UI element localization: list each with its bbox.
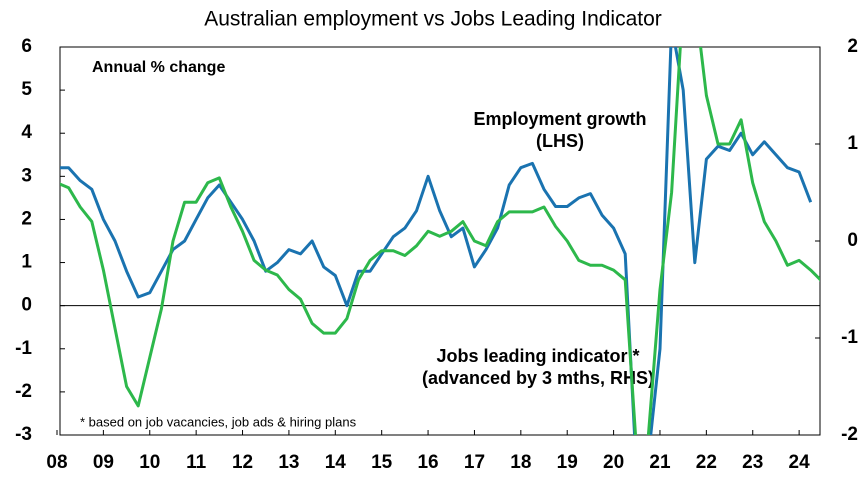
y2-tick-label: -1 [841, 327, 858, 348]
annotation: (advanced by 3 mths, RHS) [422, 368, 654, 388]
y-tick-label: 5 [21, 79, 32, 100]
x-tick-label: 12 [232, 452, 253, 473]
series-line [60, 47, 813, 435]
annotation: (LHS) [536, 131, 584, 151]
x-tick-label: 14 [325, 452, 347, 473]
x-tick-label: 20 [603, 452, 624, 473]
x-tick-label: 11 [186, 452, 207, 473]
annotation: Jobs leading indicator * [436, 346, 639, 366]
x-tick-label: 17 [464, 452, 485, 473]
x-tick-label: 15 [371, 452, 393, 473]
y-tick-label: 4 [21, 122, 32, 143]
x-tick-label: 08 [46, 452, 67, 473]
y2-tick-label: 2 [847, 36, 858, 57]
x-tick-label: 10 [139, 452, 160, 473]
y-tick-label: 1 [21, 252, 32, 273]
y2-tick-label: -2 [841, 424, 858, 445]
y2-tick-label: 1 [847, 133, 858, 154]
x-tick-label: 18 [510, 452, 531, 473]
x-tick-label: 13 [278, 452, 299, 473]
x-tick-label: 09 [93, 452, 114, 473]
y-tick-label: -3 [15, 424, 32, 445]
x-tick-label: 19 [557, 452, 578, 473]
x-tick-label: 16 [417, 452, 438, 473]
footnote: * based on job vacancies, job ads & hiri… [80, 414, 357, 429]
y-tick-label: 3 [21, 165, 32, 186]
y-tick-label: 2 [21, 208, 32, 229]
series-line [60, 47, 820, 435]
y-tick-label: -2 [15, 381, 32, 402]
y-axis-label: Annual % change [92, 59, 225, 76]
x-tick-label: 23 [742, 452, 763, 473]
y-tick-label: -1 [15, 338, 32, 359]
y-tick-label: 0 [21, 295, 32, 316]
y-tick-label: 6 [21, 36, 32, 57]
chart-title: Australian employment vs Jobs Leading In… [204, 8, 662, 31]
annotation: Employment growth [473, 109, 646, 129]
x-tick-label: 24 [789, 452, 811, 473]
x-tick-label: 21 [649, 452, 671, 473]
x-tick-label: 22 [696, 452, 717, 473]
y2-tick-label: 0 [847, 230, 858, 251]
plot-area [60, 47, 820, 435]
